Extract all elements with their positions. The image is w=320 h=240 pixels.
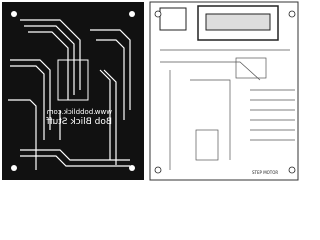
motor-label: STEP MOTOR (252, 170, 278, 175)
silkscreen-board: STEP MOTOR (149, 1, 299, 181)
mirrored-url: www.bobblick.com (46, 108, 112, 116)
pcb-layout: www.bobblick.com Bob Blick Stuff STEP MO… (0, 0, 299, 182)
copper-board: www.bobblick.com Bob Blick Stuff (0, 0, 146, 182)
mirrored-title: Bob Blick Stuff (46, 117, 112, 127)
page: www.bobblick.com Bob Blick Stuff STEP MO… (0, 0, 300, 182)
